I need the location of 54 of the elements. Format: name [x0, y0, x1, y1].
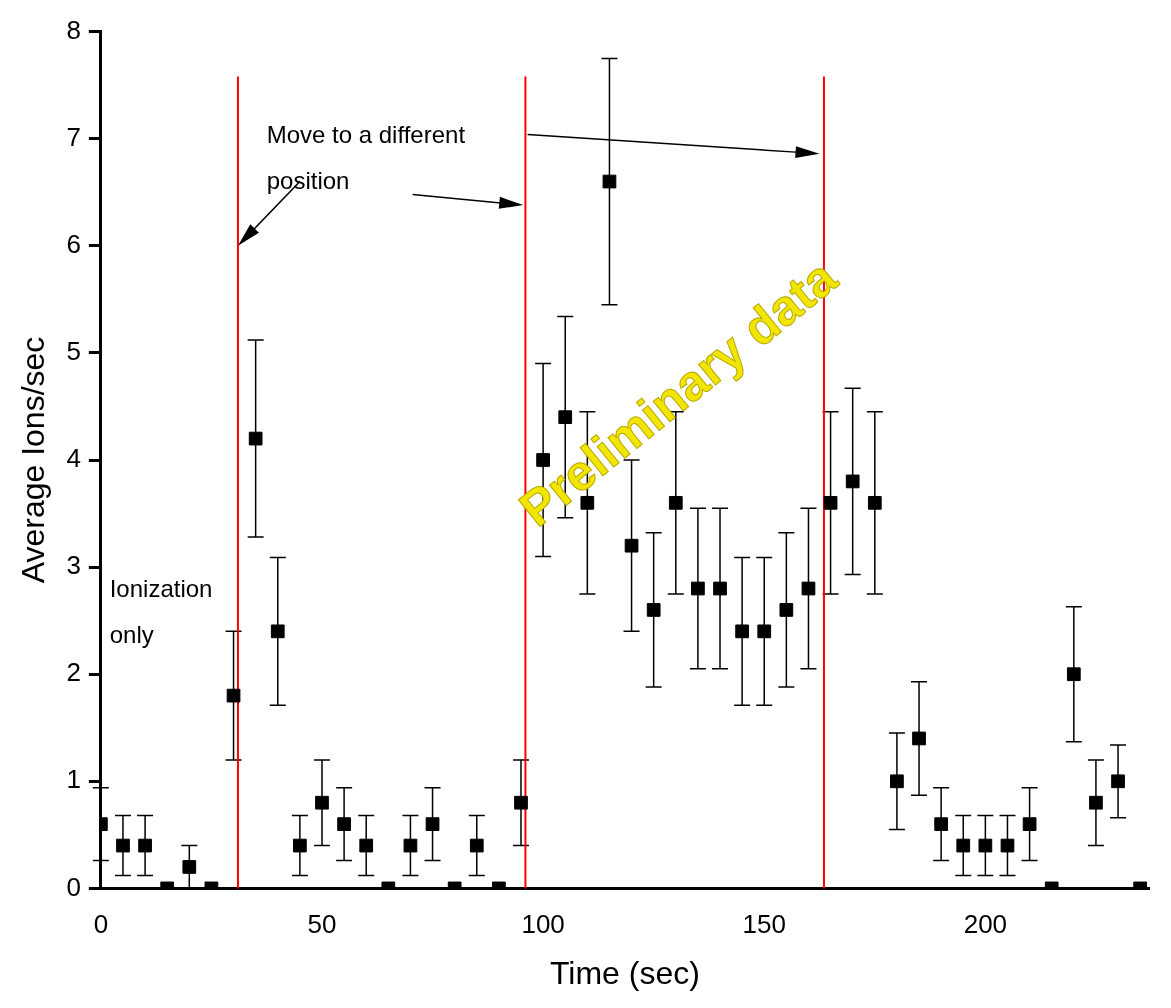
point — [912, 731, 926, 746]
x-tick-label: 50 — [307, 909, 337, 940]
y-tick-label: 8 — [66, 14, 81, 45]
annotation: Ionization only — [109, 575, 213, 649]
point — [1022, 817, 1037, 831]
y-tick-label: 4 — [66, 443, 81, 474]
y-tick-label: 7 — [66, 121, 81, 152]
point — [116, 838, 130, 853]
y-tick-label: 3 — [66, 550, 81, 581]
point — [823, 495, 838, 510]
y-tick-label: 6 — [66, 228, 81, 259]
point — [890, 774, 904, 789]
point — [359, 838, 374, 853]
y-tick-label: 1 — [66, 764, 81, 795]
x-tick-label: 150 — [742, 909, 786, 940]
point — [602, 174, 617, 189]
point — [956, 838, 971, 853]
point — [646, 603, 661, 617]
point — [934, 817, 949, 831]
point — [779, 603, 794, 617]
point — [182, 860, 197, 874]
x-tick-label: 0 — [93, 909, 109, 940]
point — [691, 581, 705, 596]
y-tick-label: 5 — [66, 336, 81, 367]
point — [1089, 795, 1103, 810]
point — [735, 624, 749, 639]
point — [845, 474, 860, 489]
point — [1066, 667, 1081, 682]
point — [469, 838, 484, 853]
x-axis-title: Time (sec) — [549, 954, 700, 991]
point — [138, 838, 152, 853]
point — [293, 838, 307, 853]
point — [757, 624, 772, 639]
point — [315, 795, 329, 810]
point — [403, 838, 418, 853]
x-tick-label: 100 — [521, 909, 565, 940]
point — [713, 581, 727, 596]
point — [514, 795, 528, 810]
y-tick-label: 0 — [66, 871, 81, 902]
point — [226, 688, 241, 703]
x-tick-label: 200 — [963, 909, 1008, 940]
point — [978, 838, 993, 853]
y-tick-label: 2 — [66, 657, 81, 688]
point — [425, 817, 440, 831]
point — [867, 495, 882, 510]
y-axis-title: Average Ions/sec — [15, 336, 52, 584]
point — [270, 624, 285, 639]
annotation: Move to a different position — [266, 121, 466, 195]
point — [1111, 774, 1125, 789]
point — [801, 581, 816, 596]
point — [248, 431, 263, 446]
point — [624, 538, 639, 553]
point — [337, 817, 351, 831]
point — [1000, 838, 1015, 853]
